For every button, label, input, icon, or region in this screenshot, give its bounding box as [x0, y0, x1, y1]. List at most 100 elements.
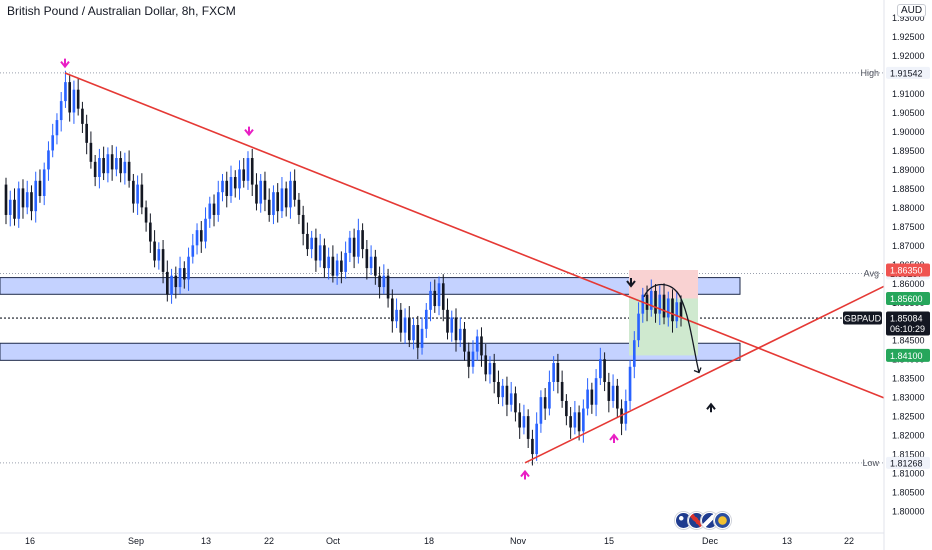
candle-body: [250, 158, 254, 185]
candle-body: [115, 158, 118, 170]
y-tick-label: 1.87000: [892, 241, 925, 251]
candle-body: [637, 313, 640, 341]
candle-body: [649, 290, 653, 310]
candle-body: [327, 256, 330, 269]
stop-price-tag: [886, 263, 930, 277]
candle-body: [212, 203, 216, 215]
candle-body: [616, 385, 619, 409]
candle-body: [293, 180, 296, 200]
x-tick-label: 13: [201, 536, 211, 546]
candle-body: [59, 101, 63, 121]
broker-icon: [714, 512, 731, 529]
candle-body: [144, 207, 148, 223]
candle-body: [395, 309, 398, 322]
x-tick-label: Oct: [326, 536, 341, 546]
candle-body: [221, 180, 224, 193]
candle-body: [225, 180, 229, 196]
candle-body: [229, 177, 233, 196]
candle-body: [178, 268, 182, 288]
candle-body: [603, 359, 606, 382]
y-tick-label: 1.86000: [892, 279, 925, 289]
symbol-flags[interactable]: [675, 512, 731, 529]
arrow-down-icon: [626, 278, 636, 288]
candle-body: [505, 385, 509, 405]
y-tick-label: 1.80500: [892, 488, 925, 498]
candle-body: [543, 397, 547, 409]
candle-body: [246, 158, 250, 181]
candle-body: [344, 252, 347, 272]
candle-body: [369, 256, 373, 269]
candle-body: [497, 381, 500, 398]
candle-body: [259, 180, 263, 204]
y-tick-label: 1.81000: [892, 469, 925, 479]
candle-body: [140, 184, 144, 208]
y-tick-label: 1.81500: [892, 450, 925, 460]
candle-body: [679, 302, 683, 318]
currency-button[interactable]: AUD: [897, 4, 927, 17]
projection-curve: [643, 283, 702, 374]
descending-trendline: [64, 72, 885, 399]
entry-price-value: 1.85600: [890, 294, 923, 304]
y-tick-label: 1.90000: [892, 127, 925, 137]
candle-body: [475, 336, 479, 352]
candle-body: [365, 249, 369, 269]
candle-body: [433, 290, 437, 307]
trendlines-layer: [64, 72, 885, 464]
y-tick-label: 1.82000: [892, 431, 925, 441]
candle-body: [467, 351, 471, 367]
candle-body: [199, 230, 203, 242]
y-tick-label: 1.90500: [892, 108, 925, 118]
avg-level-label: Avg: [864, 269, 879, 279]
resistance-zone: [0, 277, 741, 295]
candle-body: [628, 366, 632, 401]
target-price-tag: [886, 348, 930, 362]
candle-body: [611, 385, 615, 401]
low-price-tag: [886, 456, 930, 469]
candle-body: [47, 150, 50, 170]
candle-body: [106, 154, 110, 174]
y-tick-label: 1.84500: [892, 336, 925, 346]
candle-body: [480, 336, 483, 356]
candle-body: [441, 283, 445, 310]
candle-body: [318, 245, 322, 261]
candle-body: [166, 271, 169, 295]
arrow-up-icon: [609, 433, 619, 444]
stop-price-value: 1.86350: [890, 266, 923, 276]
candle-body: [518, 412, 521, 428]
candle-body: [233, 177, 237, 189]
candle-body: [599, 359, 602, 379]
candle-body: [301, 214, 305, 234]
candle-body: [340, 260, 343, 272]
candle-body: [641, 294, 645, 314]
candle-body: [560, 381, 564, 401]
x-tick-label: 16: [25, 536, 35, 546]
candle-body: [624, 400, 628, 424]
candle-body: [267, 199, 271, 215]
candle-body: [582, 408, 585, 432]
candles-layer: [4, 70, 683, 466]
candle-body: [446, 309, 449, 333]
candle-body: [68, 82, 71, 113]
symbol-tag: [843, 311, 882, 325]
candle-body: [416, 325, 420, 348]
high-price-tag: [886, 66, 930, 79]
candle-body: [509, 393, 513, 405]
candle-body: [272, 192, 275, 215]
current-price-value: 1.85084: [890, 314, 923, 324]
candle-body: [204, 218, 207, 242]
candle-body: [208, 203, 212, 219]
candle-body: [348, 237, 352, 253]
symbol-label: GBPAUD: [844, 314, 882, 324]
y-tick-label: 1.80000: [892, 507, 925, 517]
candle-body: [420, 328, 424, 348]
candle-body: [132, 180, 135, 204]
arrow-down-icon: [244, 126, 254, 137]
candle-body: [25, 192, 29, 208]
candle-body: [531, 438, 534, 455]
candle-body: [136, 184, 139, 204]
candle-body: [569, 416, 572, 428]
y-tick-label: 1.87500: [892, 222, 925, 232]
x-tick-label: 18: [424, 536, 434, 546]
